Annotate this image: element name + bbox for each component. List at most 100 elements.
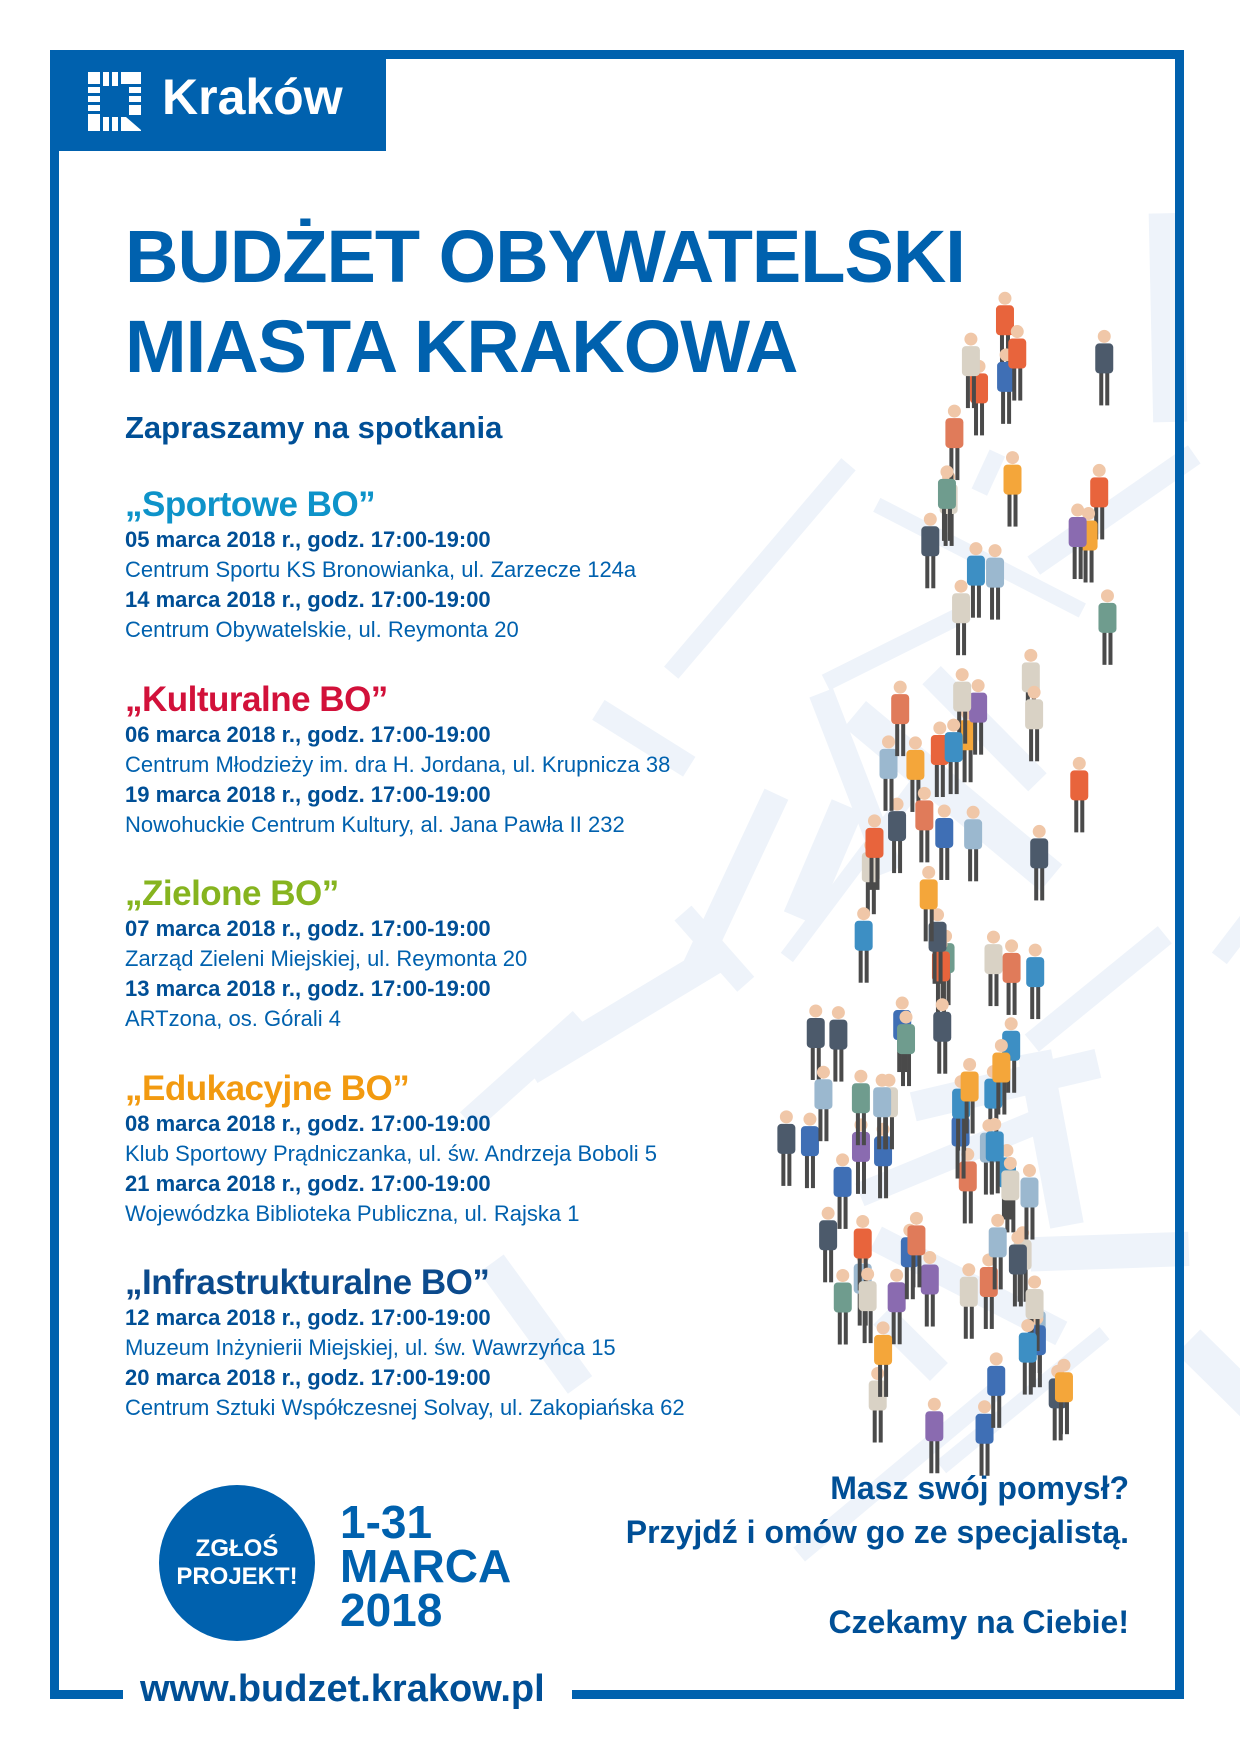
person-head [989,1352,1003,1366]
section-heading: „Zielone BO” [125,874,339,913]
person-leg [1007,1185,1012,1220]
person-leg [804,1154,809,1189]
person-leg [872,1408,877,1443]
meeting-date: 07 marca 2018 r., godz. 17:00-19:00 [125,916,491,941]
person-body [915,800,934,831]
person-leg [968,1189,973,1224]
person-head [1057,1358,1071,1372]
person-body [945,418,964,449]
section-heading: „Infrastrukturalne BO” [125,1263,490,1302]
person-leg [1102,630,1107,665]
person-leg [1024,1205,1029,1240]
person-leg [1011,1198,1016,1233]
person-leg [875,855,880,890]
person-leg [925,554,930,589]
map-street [1024,926,1172,1052]
person-head [947,718,961,732]
map-street [664,458,856,679]
person-head [779,1110,793,1124]
person-leg [1105,371,1110,406]
title-line-1: BUDŻET OBYWATELSKI [125,215,966,298]
person-head [986,930,1000,944]
person-leg [1018,366,1023,401]
person-leg [954,760,959,795]
person-body [966,555,985,586]
person-leg [1031,1353,1036,1388]
person-head [1028,943,1042,957]
person-head [1011,1230,1025,1244]
meeting-section: „Kulturalne BO” 06 marca 2018 r., godz. 1… [125,680,670,840]
person-head [803,1112,817,1126]
person-body [944,732,963,763]
person-leg [1012,1272,1017,1307]
person-leg [901,722,906,757]
person-leg [1080,798,1085,833]
person-leg [1013,492,1018,527]
person-body [1008,1244,1027,1275]
person-leg [974,401,979,436]
person-leg [943,1039,948,1074]
person-body [1098,602,1117,633]
person-leg [949,446,954,481]
person-leg [889,1115,894,1150]
person-leg [904,1265,909,1300]
person-leg [969,1304,974,1339]
person-body [874,1334,893,1365]
person-leg [994,972,999,1007]
person-head [899,1010,913,1024]
person-head [988,544,1002,558]
person-leg [829,1248,834,1283]
person-head [867,814,881,828]
person-body [953,681,972,712]
meeting-place: Wojewódzka Biblioteka Publiczna, ul. Raj… [125,1200,580,1226]
map-street [592,699,696,777]
person-body [814,1079,833,1110]
person-head [836,1153,850,1167]
person-leg [955,1144,960,1179]
person-leg [910,777,915,812]
person-leg [1001,389,1006,424]
person-head [923,512,937,526]
person-leg [824,1107,829,1142]
meeting-date: 06 marca 2018 r., godz. 17:00-19:00 [125,721,491,747]
person-leg [935,1439,940,1474]
person-leg [919,828,924,863]
logo-text: Kraków [162,69,343,125]
person-head [854,1069,868,1083]
person-leg [983,1294,988,1329]
person-leg [956,1116,961,1151]
person-leg [924,1292,929,1327]
person-head [836,1268,850,1282]
person-head [971,679,985,693]
website-link[interactable]: www.budzet.krakow.pl [140,1668,545,1710]
person-leg [964,1099,969,1134]
person-head [1024,648,1038,662]
person-leg [998,1255,1003,1290]
person-leg [1099,371,1104,406]
meeting-place: Centrum Sportu KS Bronowianka, ul. Zarze… [125,557,637,582]
person-body [1020,1177,1039,1208]
meeting-date: 20 marca 2018 r., godz. 17:00-19:00 [125,1365,491,1390]
person-leg [955,446,960,481]
person-head [1072,756,1086,770]
person-leg [997,1393,1002,1428]
person-leg [1029,727,1034,762]
person-leg [935,979,940,1014]
period-line-3: 2018 [340,1584,443,1636]
meeting-section: „Sportowe BO” 05 marca 2018 r., godz. 17:… [125,485,636,645]
submit-project-badge: ZGŁOŚ PROJEKT! [159,1485,315,1641]
person-head [969,542,983,556]
person-body [995,305,1014,336]
person-head [964,332,978,346]
person-body [960,1071,979,1102]
person-leg [1028,1360,1033,1395]
person-leg [961,1144,966,1179]
map-street [821,604,972,691]
person-body [1021,662,1040,693]
person-leg [973,720,978,755]
person-leg [883,1115,888,1150]
person-head [933,721,947,735]
person-leg [932,949,937,984]
person-leg [861,1159,866,1194]
map-street [873,1306,948,1382]
